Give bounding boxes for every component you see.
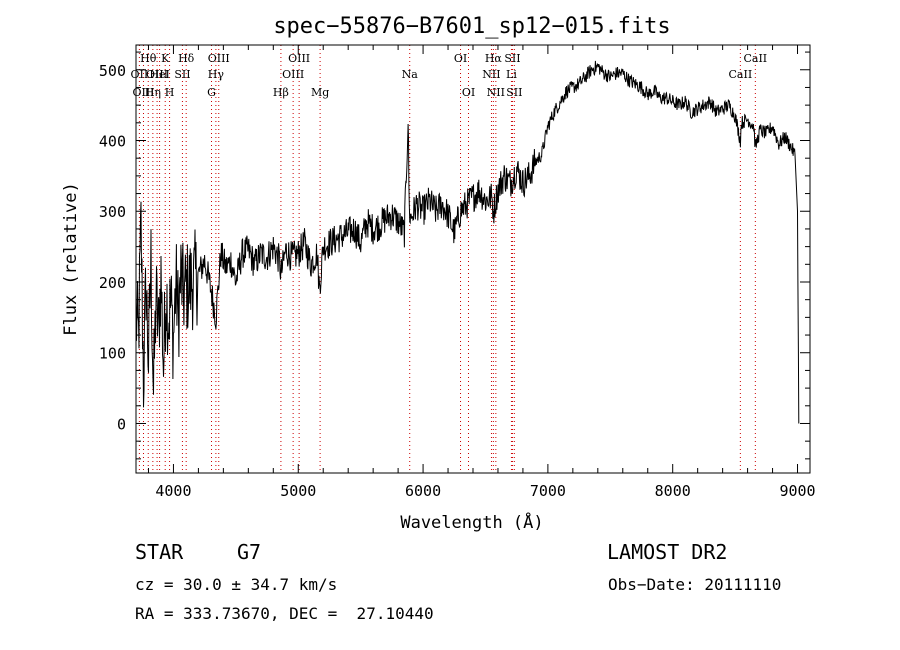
line-marker-label: SII: [506, 86, 522, 99]
x-tick-label: 7000: [530, 482, 566, 500]
object-class: STAR: [135, 540, 184, 564]
survey-name: LAMOST DR2: [607, 540, 728, 564]
chart-title: spec−55876−B7601_sp12−015.fits: [273, 14, 670, 39]
x-tick-label: 4000: [155, 482, 191, 500]
line-marker-label: NII: [482, 68, 500, 81]
y-tick-label: 0: [117, 415, 126, 433]
y-tick-label: 100: [99, 345, 126, 363]
coordinates: RA = 333.73670, DEC = 27.10440: [135, 604, 434, 623]
line-marker-label: SII: [504, 52, 520, 65]
line-marker-label: Hθ: [140, 52, 157, 65]
line-marker-label: OIII: [208, 52, 230, 65]
line-marker-label: Mg: [311, 86, 329, 99]
x-axis: 4000 5000 6000 7000 8000 9000: [147, 45, 816, 500]
x-tick-label: 6000: [405, 482, 441, 500]
y-tick-label: 400: [99, 133, 126, 151]
line-marker-label: Hβ: [273, 86, 289, 99]
plot-frame: [135, 44, 811, 474]
line-marker-group: [138, 45, 756, 473]
line-marker-label: OIII: [282, 68, 304, 81]
line-marker-label: OIII: [288, 52, 310, 65]
spectrum-line: [135, 60, 800, 424]
line-marker-label: SII: [174, 68, 190, 81]
line-marker-label: CaII: [743, 52, 767, 65]
x-tick-label: 5000: [280, 482, 316, 500]
line-marker-label: CaII: [729, 68, 753, 81]
line-marker-label: OII: [131, 68, 149, 81]
line-marker-label: Hα: [485, 52, 503, 65]
line-marker-label: K: [161, 52, 170, 65]
line-marker-label: Hγ: [208, 68, 225, 81]
line-marker-label: H: [165, 86, 175, 99]
line-marker-label: OIII: [132, 86, 154, 99]
cz-value: cz = 30.0 ± 34.7 km/s: [135, 575, 338, 594]
line-marker-label: G: [207, 86, 216, 99]
line-marker-label: OI: [454, 52, 467, 65]
line-marker-label: Li: [506, 68, 517, 81]
line-marker-label: Hη: [145, 86, 161, 99]
x-axis-label: Wavelength (Å): [400, 511, 543, 533]
line-marker-label: NII: [487, 86, 505, 99]
line-marker-label: Na: [402, 68, 419, 81]
x-tick-label: 9000: [779, 482, 815, 500]
y-axis-label: Flux (relative): [61, 182, 81, 336]
subclass: G7: [237, 540, 262, 564]
obs-date: Obs−Date: 20111110: [608, 575, 782, 594]
x-tick-label: 8000: [655, 482, 691, 500]
line-marker-label: HeI: [149, 68, 169, 81]
y-tick-label: 300: [99, 203, 126, 221]
line-marker-label: OIII: [146, 68, 168, 81]
y-tick-label: 200: [99, 274, 126, 292]
y-tick-label: 500: [99, 62, 126, 80]
y-axis: 0 100 200 300 400 500: [99, 51, 810, 460]
line-marker-label: Hδ: [178, 52, 195, 65]
line-marker-label: OI: [462, 86, 475, 99]
